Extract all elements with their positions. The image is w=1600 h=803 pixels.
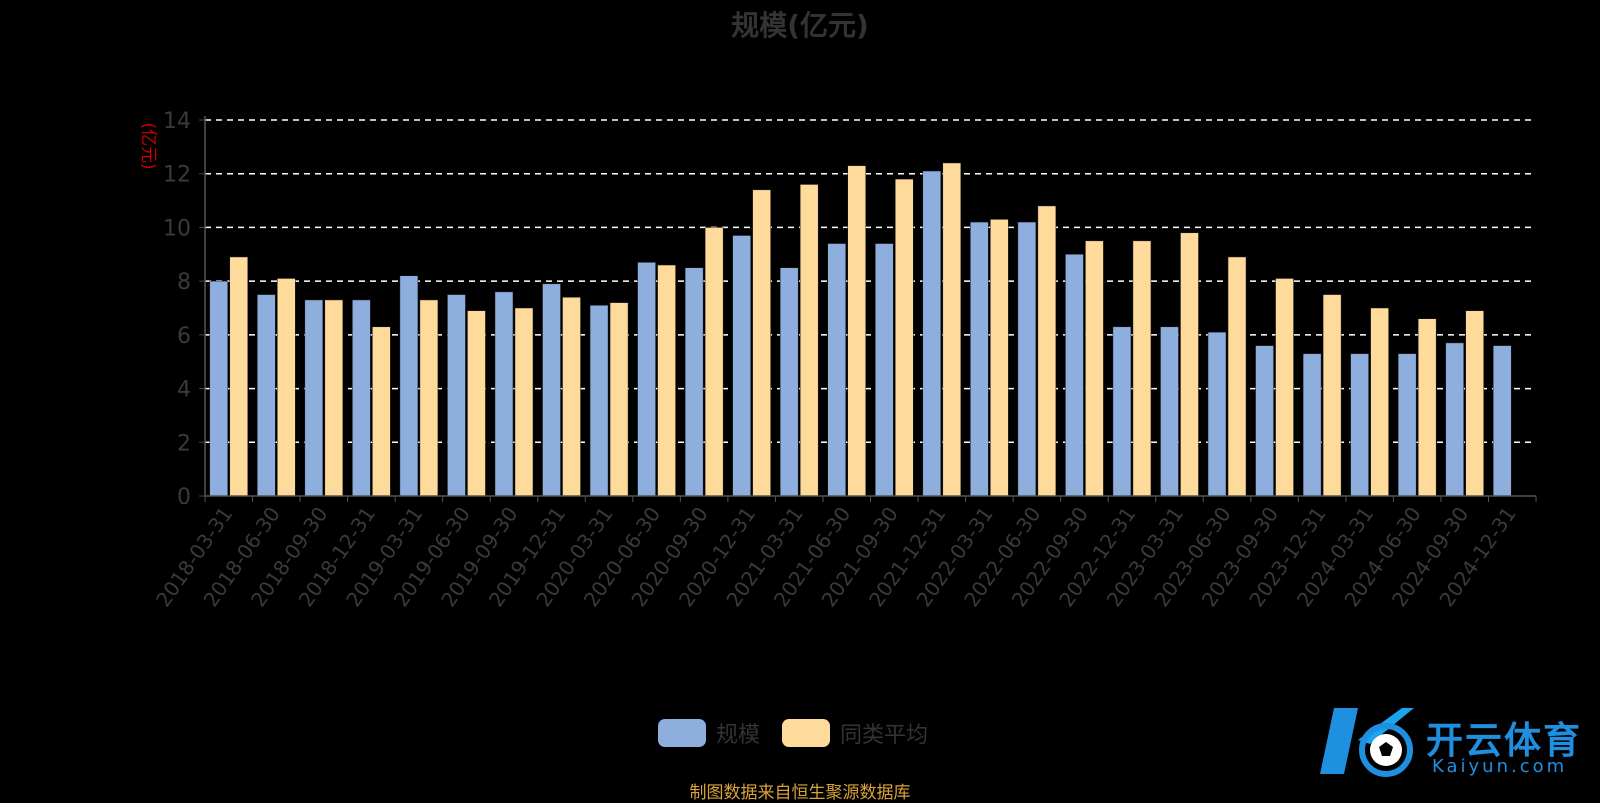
watermark-logo: 开云体育 Kaiyun.com (1314, 700, 1594, 782)
legend-swatch-average (782, 719, 831, 747)
bar-average[interactable] (1085, 240, 1104, 497)
bar-average[interactable] (942, 162, 962, 497)
bar-scale[interactable] (399, 275, 419, 497)
bar-scale[interactable] (1492, 345, 1512, 497)
soccer-ball-logo-icon (1320, 708, 1414, 777)
bar-average[interactable] (1417, 318, 1437, 497)
bar-average[interactable] (229, 256, 249, 497)
bar-average[interactable] (895, 178, 914, 497)
bar-scale[interactable] (637, 262, 656, 497)
bar-scale[interactable] (970, 221, 989, 497)
bars (209, 162, 1512, 497)
bar-average[interactable] (1132, 240, 1152, 497)
bar-scale[interactable] (827, 243, 846, 497)
legend: 规模 同类平均 (658, 718, 950, 748)
bar-scale[interactable] (875, 243, 894, 497)
y-tick-labels: 0 2 4 6 8 10 12 14 (163, 109, 205, 510)
watermark-text-en: Kaiyun.com (1432, 756, 1568, 777)
bar-average[interactable] (847, 165, 866, 497)
bar-scale[interactable] (589, 305, 609, 497)
bar-average[interactable] (704, 227, 724, 497)
bar-scale[interactable] (1065, 254, 1084, 497)
bar-average[interactable] (1465, 310, 1484, 497)
y-tick-label: 10 (163, 216, 191, 241)
bar-average[interactable] (372, 326, 391, 497)
bar-scale[interactable] (447, 294, 466, 497)
bar-scale[interactable] (684, 267, 704, 497)
y-tick-label: 2 (177, 431, 191, 456)
bar-scale[interactable] (1017, 221, 1037, 497)
legend-item-scale[interactable]: 规模 (658, 717, 760, 749)
legend-label-scale: 规模 (716, 723, 761, 748)
y-tick-label: 0 (177, 485, 191, 510)
y-axis-unit-label: (亿元) (138, 122, 158, 169)
y-tick-label: 8 (177, 270, 191, 295)
bar-scale[interactable] (1160, 326, 1179, 497)
bar-scale[interactable] (1302, 353, 1322, 497)
bar-average[interactable] (609, 302, 629, 497)
bar-average[interactable] (1180, 232, 1199, 497)
bar-scale[interactable] (1112, 326, 1132, 497)
bar-scale[interactable] (732, 235, 751, 497)
watermark-text-cn: 开云体育 (1426, 719, 1582, 762)
bar-average[interactable] (1370, 307, 1389, 497)
bar-scale[interactable] (779, 267, 799, 497)
legend-item-average[interactable]: 同类平均 (782, 717, 928, 749)
bar-average[interactable] (990, 219, 1009, 497)
bar-average[interactable] (1275, 278, 1294, 497)
bar-average[interactable] (799, 184, 819, 497)
legend-label-average: 同类平均 (840, 723, 929, 748)
bar-average[interactable] (657, 264, 676, 497)
bar-average[interactable] (1037, 205, 1057, 497)
bar-scale[interactable] (1397, 353, 1417, 497)
bar-average[interactable] (277, 278, 296, 497)
chart-title: 规模(亿元) (731, 9, 869, 42)
bar-average[interactable] (1227, 256, 1247, 497)
bar-scale[interactable] (1445, 342, 1464, 497)
bar-scale[interactable] (352, 299, 371, 497)
bar-scale[interactable] (304, 299, 324, 497)
bar-average[interactable] (562, 297, 581, 497)
bar-average[interactable] (752, 189, 771, 497)
bar-average[interactable] (467, 310, 486, 497)
y-tick-label: 12 (163, 163, 191, 188)
legend-swatch-scale (658, 719, 706, 747)
source-note: 制图数据来自恒生聚源数据库 (689, 783, 911, 803)
y-tick-label: 6 (177, 324, 191, 349)
bar-scale[interactable] (494, 291, 514, 497)
y-tick-label: 14 (163, 109, 191, 134)
bar-scale[interactable] (209, 280, 229, 497)
bar-average[interactable] (514, 307, 534, 497)
x-tick-labels: 2018-03-312018-06-302018-09-302018-12-31… (151, 496, 1537, 611)
bar-scale[interactable] (257, 294, 276, 497)
bar-average[interactable] (419, 299, 439, 497)
bar-scale[interactable] (542, 283, 561, 497)
bar-scale[interactable] (1350, 353, 1369, 497)
bar-scale[interactable] (1207, 331, 1227, 497)
bar-scale[interactable] (1255, 345, 1274, 497)
bar-average[interactable] (324, 299, 344, 497)
bar-scale[interactable] (922, 170, 942, 497)
bar-average[interactable] (1322, 294, 1342, 497)
y-tick-label: 4 (177, 378, 191, 403)
